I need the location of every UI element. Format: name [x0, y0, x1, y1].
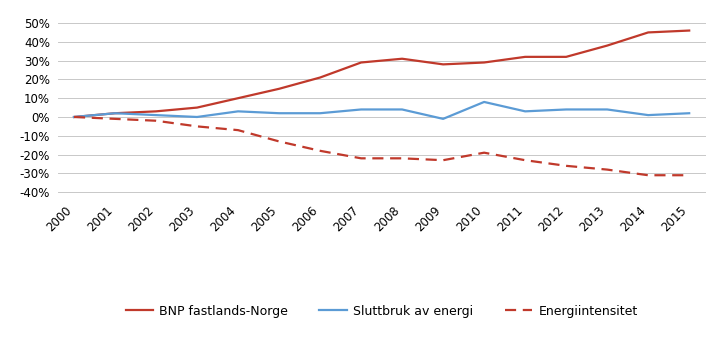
- Line: Sluttbruk av energi: Sluttbruk av energi: [74, 102, 689, 119]
- Line: BNP fastlands-Norge: BNP fastlands-Norge: [74, 31, 689, 117]
- BNP fastlands-Norge: [685, 29, 693, 33]
- Sluttbruk av energi: [275, 111, 284, 115]
- BNP fastlands-Norge: [152, 109, 161, 114]
- Sluttbruk av energi: [234, 109, 243, 114]
- Energiintensitet: [316, 149, 325, 153]
- Energiintensitet: [685, 173, 693, 177]
- Line: Energiintensitet: Energiintensitet: [74, 117, 689, 175]
- BNP fastlands-Norge: [357, 60, 366, 64]
- Energiintensitet: [521, 158, 529, 162]
- Sluttbruk av energi: [316, 111, 325, 115]
- Energiintensitet: [70, 115, 78, 119]
- BNP fastlands-Norge: [234, 96, 243, 100]
- BNP fastlands-Norge: [603, 44, 611, 48]
- BNP fastlands-Norge: [275, 87, 284, 91]
- Sluttbruk av energi: [152, 113, 161, 117]
- Energiintensitet: [275, 139, 284, 144]
- Energiintensitet: [111, 117, 120, 121]
- Sluttbruk av energi: [480, 100, 488, 104]
- BNP fastlands-Norge: [111, 111, 120, 115]
- Sluttbruk av energi: [603, 107, 611, 112]
- Sluttbruk av energi: [644, 113, 652, 117]
- Energiintensitet: [234, 128, 243, 132]
- Sluttbruk av energi: [193, 115, 202, 119]
- Energiintensitet: [193, 124, 202, 129]
- Legend: BNP fastlands-Norge, Sluttbruk av energi, Energiintensitet: BNP fastlands-Norge, Sluttbruk av energi…: [121, 300, 643, 323]
- Energiintensitet: [644, 173, 652, 177]
- BNP fastlands-Norge: [193, 106, 202, 110]
- Sluttbruk av energi: [397, 107, 406, 112]
- Energiintensitet: [480, 151, 488, 155]
- BNP fastlands-Norge: [397, 57, 406, 61]
- Energiintensitet: [603, 167, 611, 172]
- BNP fastlands-Norge: [316, 75, 325, 79]
- BNP fastlands-Norge: [562, 55, 570, 59]
- Sluttbruk av energi: [111, 111, 120, 115]
- Sluttbruk av energi: [438, 117, 447, 121]
- Sluttbruk av energi: [357, 107, 366, 112]
- Energiintensitet: [438, 158, 447, 162]
- Energiintensitet: [357, 156, 366, 160]
- Sluttbruk av energi: [562, 107, 570, 112]
- BNP fastlands-Norge: [521, 55, 529, 59]
- Sluttbruk av energi: [521, 109, 529, 114]
- BNP fastlands-Norge: [438, 62, 447, 66]
- Energiintensitet: [562, 164, 570, 168]
- Energiintensitet: [397, 156, 406, 160]
- Sluttbruk av energi: [685, 111, 693, 115]
- Energiintensitet: [152, 119, 161, 123]
- BNP fastlands-Norge: [70, 115, 78, 119]
- BNP fastlands-Norge: [480, 60, 488, 64]
- Sluttbruk av energi: [70, 115, 78, 119]
- BNP fastlands-Norge: [644, 30, 652, 34]
